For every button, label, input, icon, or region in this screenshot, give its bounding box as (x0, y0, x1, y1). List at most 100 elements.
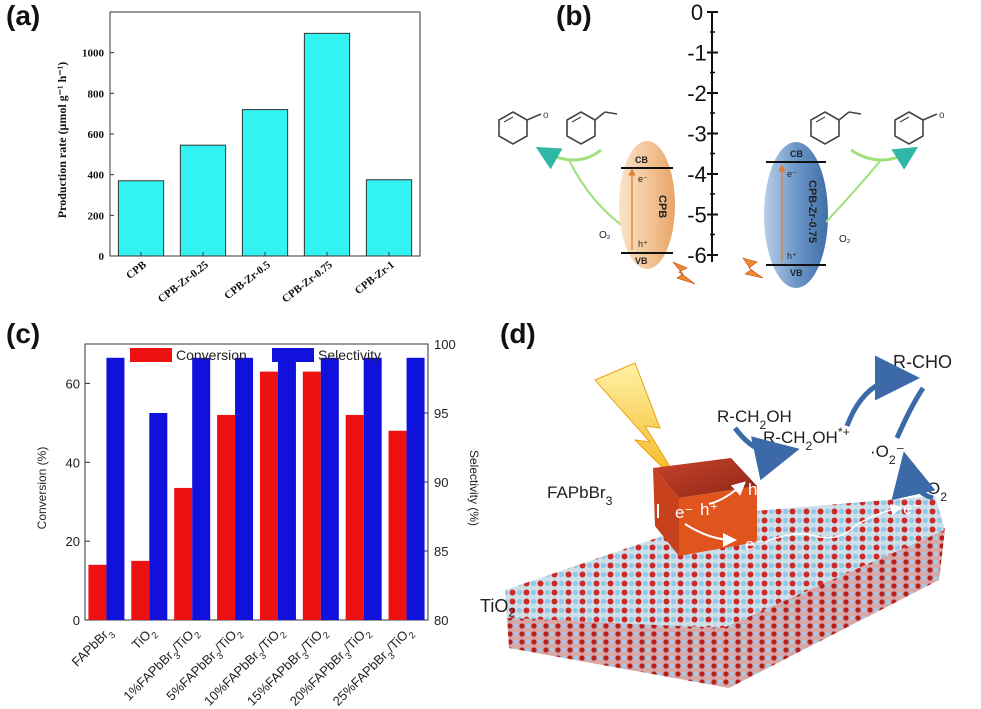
scale-tick-label: -5 (687, 203, 707, 228)
bar-selectivity (363, 357, 382, 620)
radical-cation-label: R-CH2OH*+ (763, 425, 850, 453)
x-tick-label: FAPbBr3 (69, 624, 118, 673)
styrene-molecule-left (566, 111, 618, 145)
bar-conversion (88, 564, 107, 620)
bar-selectivity (406, 357, 425, 620)
bar-selectivity (106, 357, 125, 620)
zr-vb-label: VB (790, 268, 803, 278)
lightning-icon-left (672, 261, 696, 285)
hole-oxidation-arrow (732, 426, 800, 481)
scale-tick-label: -2 (687, 81, 707, 106)
scale-tick-label: -4 (687, 162, 707, 187)
lightning-icon (594, 362, 684, 489)
tio2-slab (505, 496, 945, 688)
oxygen-reduction-arrow (891, 451, 936, 501)
y2-tick-label: 100 (434, 337, 456, 352)
product-formation-arrow (844, 355, 920, 427)
bar-conversion (174, 487, 193, 620)
svg-text:o: o (543, 110, 549, 121)
zr-band-ellipse (764, 142, 828, 288)
y2-tick-label: 80 (434, 613, 448, 628)
chart-a-ylabel: Production rate (μmol g⁻¹ h⁻¹) (55, 62, 69, 218)
surface-hole: h⁺ (748, 480, 766, 499)
benzaldehyde-molecule-left: o (498, 110, 549, 145)
y-tick-label: 40 (66, 455, 80, 470)
crystal-electron: e⁻ (675, 503, 693, 522)
product-label: R-CHO (893, 352, 952, 372)
crystal-hole: h⁺ (700, 500, 718, 519)
panel-b-label: (b) (556, 0, 592, 31)
x-tick-label: CPB-Zr-1 (353, 259, 397, 297)
oxygen-label-left: O₂ (599, 230, 611, 241)
x-tick-label: CPB-Zr-0.5 (222, 259, 273, 303)
zr-material-label: CPB-Zr-0.75 (806, 180, 818, 243)
scale-tick-label: 0 (691, 0, 703, 25)
legend-swatch-selectivity (272, 348, 314, 362)
panel-b-diagram: 0 -1 -2 -3 -4 -5 -6 o O₂ CB VB e⁻ h⁺ CPB CB VB… (498, 0, 945, 288)
svg-text:o: o (939, 110, 945, 121)
panel-c-label: (c) (6, 318, 41, 349)
bar-conversion (302, 371, 321, 620)
panel-a-chart: Production rate (μmol g⁻¹ h⁻¹) 0 200 400 60… (55, 11, 421, 306)
bar-selectivity (192, 357, 211, 620)
y-tick-label: 600 (88, 129, 105, 141)
y-tick-label: 200 (88, 210, 105, 222)
x-tick-label: CPB-Zr-0.25 (156, 259, 211, 306)
cpb-material-label: CPB (656, 195, 668, 218)
energy-scale: 0 -1 -2 -3 -4 -5 -6 (687, 0, 718, 268)
x-tick-label: CPB-Zr-0.75 (280, 259, 335, 306)
cpb-cb-label: CB (635, 155, 648, 165)
fapbbr3-label: FAPbBr3 (547, 483, 613, 508)
electron-transfer-arrow (684, 523, 737, 547)
bar (179, 144, 227, 257)
tio2-label-text: TiO2 (480, 596, 516, 620)
superoxide-arrow (894, 386, 926, 439)
y2-tick-label: 85 (434, 544, 448, 559)
bar-selectivity (149, 413, 168, 620)
cpb-hole: h⁺ (638, 239, 648, 249)
oxygen-arrow-right (825, 159, 882, 223)
bar-conversion (131, 560, 150, 620)
panel-a-label: (a) (6, 0, 41, 31)
legend-label-conversion: Conversion (176, 347, 247, 363)
chart-c-y2label: Selectivity (%) (467, 450, 481, 526)
bar (241, 109, 289, 257)
bar-selectivity (235, 357, 254, 620)
bar-conversion (388, 430, 407, 620)
y-tick-label: 1000 (82, 48, 105, 60)
bar-conversion (259, 371, 278, 620)
bar-selectivity (277, 357, 296, 620)
superoxide-label: ·O2⁻ (870, 442, 905, 467)
hole-transfer-arrow (708, 481, 746, 505)
bar (365, 179, 413, 257)
electron-migration-path (764, 504, 903, 543)
interface-electron: e⁻ (745, 535, 763, 554)
cpb-vb-label: VB (635, 256, 648, 266)
y-tick-label: 20 (66, 534, 80, 549)
cpb-electron: e⁻ (638, 174, 648, 184)
bar (303, 32, 351, 257)
panel-d-label: (d) (500, 318, 536, 349)
reaction-arrow-left (535, 147, 602, 170)
y2-tick-label: 90 (434, 475, 448, 490)
x-tick-label: CPB (124, 258, 149, 281)
y-tick-label: 800 (88, 88, 105, 100)
bar-selectivity (320, 357, 339, 620)
y-tick-label: 0 (73, 613, 80, 628)
y-tick-label: 60 (66, 376, 80, 391)
y-tick-label: 400 (88, 170, 105, 182)
bar-conversion (345, 414, 364, 620)
y2-tick-label: 95 (434, 406, 448, 421)
zr-electron: e⁻ (787, 169, 797, 179)
benzaldehyde-molecule-right: o (894, 110, 945, 145)
alcohol-label: R-CH2OH (717, 407, 792, 432)
scale-tick-label: -1 (687, 41, 707, 66)
legend-label-selectivity: Selectivity (318, 347, 381, 363)
y-tick-label: 0 (99, 251, 105, 263)
bar-conversion (217, 414, 236, 620)
scale-tick-label: -6 (687, 243, 707, 268)
chart-c-ylabel: Conversion (%) (35, 447, 49, 530)
oxygen-label-right: O₂ (839, 234, 851, 245)
lightning-icon-right (742, 257, 764, 279)
panel-d-diagram: TiO2 e⁻ h⁺ h⁺ e⁻ e⁻ FAPbBr3 R-CH2OH R-CH… (505, 352, 952, 688)
